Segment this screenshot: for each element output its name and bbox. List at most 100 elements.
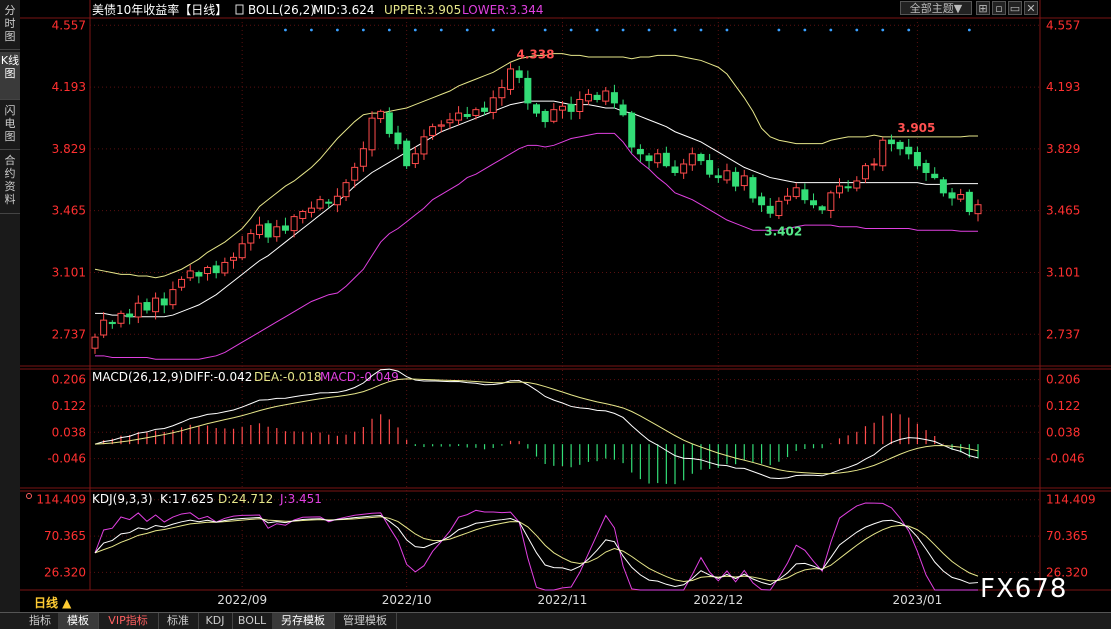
candle-body — [221, 261, 229, 274]
candle-body — [645, 155, 653, 162]
signal-dot — [284, 28, 287, 32]
candle-body — [316, 199, 324, 209]
watermark: FX678 — [980, 574, 1068, 604]
candle-body — [697, 153, 705, 162]
candle-body — [186, 270, 194, 279]
minimize-icon[interactable]: ▫ — [992, 1, 1006, 15]
kdj-d-line — [94, 516, 979, 583]
candle-body — [524, 77, 532, 104]
candle-body — [922, 163, 930, 173]
signal-dot — [725, 28, 729, 32]
candle-body — [481, 107, 489, 112]
tab-kline[interactable]: K线图 — [0, 52, 20, 100]
y-tick-label: 3.829 — [52, 142, 86, 156]
macd-title: MACD(26,12,9) — [92, 370, 183, 384]
signal-dot — [699, 28, 703, 32]
y-tick-label: 4.193 — [1046, 80, 1080, 94]
candle-body — [680, 163, 688, 174]
kdj-j-line — [94, 502, 978, 591]
candle-body — [411, 153, 419, 165]
candle-body — [351, 166, 359, 181]
candle-body — [957, 194, 965, 200]
y-tick-label: 4.557 — [52, 18, 86, 32]
tab-standard[interactable]: 标准 — [158, 613, 199, 629]
y-tick-label: 4.557 — [1046, 18, 1080, 32]
restore-icon[interactable]: ▭ — [1008, 1, 1022, 15]
candle-body — [853, 180, 861, 189]
y-tick-label: 2.737 — [52, 327, 86, 341]
kdj-pane: KDJ(9,3,3) K:17.625 D:24.712 J:3.451 114… — [26, 492, 1096, 591]
signal-dot — [543, 28, 547, 32]
y-tick-label: 26.320 — [1046, 565, 1088, 579]
chart-grid — [20, 0, 1111, 612]
x-tick-label: 2022/10 — [382, 593, 432, 607]
candle-body — [576, 98, 584, 112]
candle-body — [714, 175, 722, 179]
candle-body — [152, 297, 160, 313]
candle-body — [974, 204, 982, 215]
tab-manage-template[interactable]: 管理模板 — [334, 613, 397, 629]
kline-chart[interactable]: 美债10年收益率【日线】 BOLL(26,2) MID:3.624 UPPER:… — [20, 0, 1111, 612]
boll-mid-line — [95, 100, 978, 318]
pane-settings-icon[interactable] — [26, 493, 32, 499]
candle-body — [533, 104, 540, 114]
candle-body — [455, 112, 463, 121]
theme-select[interactable]: 全部主题▼ — [900, 1, 972, 15]
candle-body — [913, 152, 921, 167]
split-view-icon[interactable]: ⊞ — [976, 1, 990, 15]
candle-body — [887, 139, 895, 145]
candle-body — [810, 200, 818, 206]
candle-body — [628, 112, 636, 148]
candle-body — [541, 110, 549, 123]
tab-vip-indicator[interactable]: VIP指标 — [98, 613, 159, 629]
y-tick-label: 0.122 — [52, 399, 86, 413]
tab-tick-chart[interactable]: 闪电图 — [0, 102, 20, 150]
candle-body — [593, 94, 601, 100]
candle-body — [827, 192, 835, 211]
period-selector[interactable]: 日线 ▲ — [34, 596, 72, 610]
candle-body — [948, 192, 956, 199]
tab-contract-info[interactable]: 合约资料 — [0, 152, 20, 214]
candle-body — [567, 103, 575, 112]
y-tick-label: 3.465 — [52, 204, 86, 218]
candle-body — [238, 243, 246, 259]
candle-body — [766, 205, 774, 214]
candle-body — [230, 256, 238, 261]
main-y-ticks-right: 4.557 4.193 3.829 3.465 3.101 2.737 — [1046, 18, 1080, 341]
tab-save-template[interactable]: 另存模板 — [272, 613, 335, 629]
close-icon[interactable]: ✕ — [1024, 1, 1038, 15]
candle-body — [662, 152, 670, 167]
indicator-toggle-icon[interactable] — [235, 4, 244, 15]
low-annotation: 3.402 — [764, 224, 802, 238]
boll-indicator-label: BOLL(26,2) — [248, 3, 315, 17]
tab-boll[interactable]: BOLL — [232, 613, 273, 629]
candle-body — [91, 336, 99, 349]
candle-body — [325, 201, 333, 204]
candle-body — [385, 112, 393, 134]
candle-body — [333, 195, 341, 206]
candle-body — [342, 182, 350, 198]
macd-pane: MACD(26,12,9) DIFF:-0.042 DEA:-0.018 MAC… — [47, 368, 1085, 485]
signal-dot — [413, 28, 417, 32]
candle-body — [359, 148, 367, 167]
candle-body — [247, 233, 255, 244]
bottom-tab-bar: 指标 模板 VIP指标 标准 KDJ BOLL 另存模板 管理模板 — [0, 612, 1111, 629]
candle-body — [273, 226, 281, 238]
tab-indicator[interactable]: 指标 — [22, 613, 59, 629]
tab-template[interactable]: 模板 — [58, 613, 99, 629]
signal-dot — [673, 28, 677, 32]
macd-diff-label: DIFF:-0.042 — [184, 370, 252, 384]
boll-lines — [94, 53, 978, 360]
tab-time-sharing[interactable]: 分时图 — [0, 2, 20, 50]
kdj-k-label: K:17.625 — [160, 492, 214, 506]
y-tick-label: 26.320 — [44, 565, 86, 579]
tab-kdj[interactable]: KDJ — [198, 613, 233, 629]
candle-body — [775, 200, 783, 217]
signal-dot — [335, 28, 339, 32]
candle-body — [584, 93, 592, 102]
y-tick-label: 0.122 — [1046, 399, 1080, 413]
signal-dot — [439, 28, 443, 32]
signal-dot — [647, 28, 651, 32]
candle-body — [870, 163, 878, 166]
candle-body — [368, 117, 376, 151]
